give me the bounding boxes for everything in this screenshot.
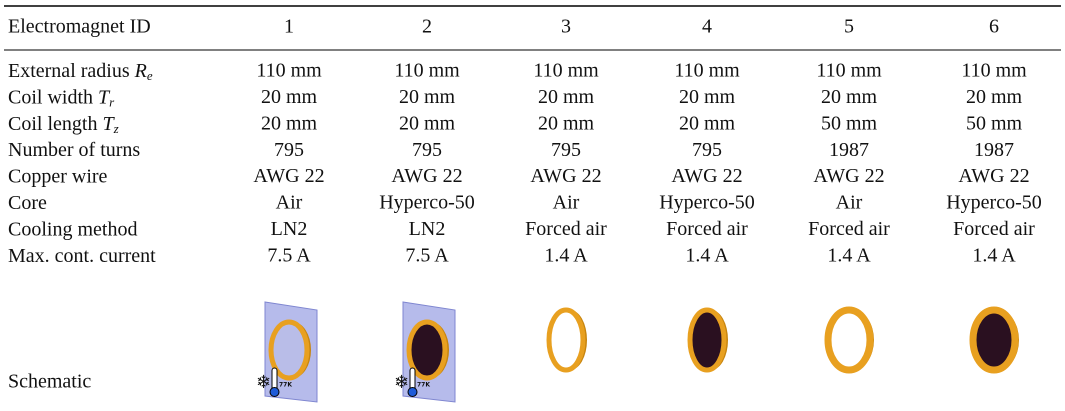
cell: 20 mm [399, 86, 456, 108]
row-label: Max. cont. current [8, 244, 156, 266]
cell: 20 mm [966, 86, 1023, 108]
cell: 110 mm [256, 60, 322, 82]
header-cell: Electromagnet ID [8, 16, 151, 38]
cell: 110 mm [394, 60, 460, 82]
cell: 795 [692, 139, 722, 161]
thermometer [272, 368, 277, 390]
table: Schematic Electromagnet ID 1 2 3 4 5 6 External… [0, 0, 1065, 406]
header-cell: 1 [284, 16, 294, 38]
label-text: Coil length [8, 112, 97, 134]
cell: 1987 [974, 139, 1014, 161]
label-text: Coil width [8, 86, 93, 108]
cell: Forced air [808, 218, 890, 240]
cell: 20 mm [261, 112, 318, 134]
cell: AWG 22 [813, 165, 884, 187]
cell: AWG 22 [530, 165, 601, 187]
snowflake: ❄ [394, 372, 409, 393]
cell: 795 [274, 139, 304, 161]
label-text: Max. cont. current [8, 244, 156, 266]
thermometer-bulb [408, 388, 417, 397]
cell: 20 mm [261, 86, 318, 108]
cell: 7.5 A [267, 244, 311, 266]
cell: 110 mm [533, 60, 599, 82]
label-text: Copper wire [8, 165, 108, 187]
cell: 795 [551, 139, 581, 161]
cell: 1.4 A [827, 244, 871, 266]
label-text: Cooling method [8, 218, 137, 240]
label-text: Core [8, 192, 47, 214]
cell: Forced air [666, 218, 748, 240]
cooling-icon-label: 77K [417, 382, 430, 389]
cell: Forced air [525, 218, 607, 240]
cell: 50 mm [821, 112, 878, 134]
cell: Air [836, 192, 863, 214]
cell: 1987 [829, 139, 869, 161]
schematic-label: Schematic [8, 371, 91, 393]
cooling-icon-label: 77K [279, 382, 292, 389]
cell: Hyperco-50 [379, 192, 475, 214]
cell: 20 mm [538, 112, 595, 134]
cell: 1.4 A [972, 244, 1016, 266]
cell: Air [276, 192, 303, 214]
row-label: Core [8, 192, 47, 214]
cell: AWG 22 [958, 165, 1029, 187]
header-cell: 2 [422, 16, 432, 38]
cell: 1.4 A [685, 244, 729, 266]
label-subscript: e [147, 68, 153, 83]
header-cell: 5 [844, 16, 854, 38]
cell: Air [553, 192, 580, 214]
cell: 20 mm [679, 86, 736, 108]
cell: 20 mm [821, 86, 878, 108]
cell: 50 mm [966, 112, 1023, 134]
cell: 110 mm [674, 60, 740, 82]
label-subscript: z [113, 121, 119, 136]
cell: 110 mm [961, 60, 1027, 82]
thermometer [410, 368, 415, 390]
coil [690, 310, 724, 370]
row-label: Coil length Tz [8, 112, 119, 135]
cell: Hyperco-50 [946, 192, 1042, 214]
cell: 20 mm [399, 112, 456, 134]
cell: AWG 22 [671, 165, 742, 187]
cell: 7.5 A [405, 244, 449, 266]
cell: 795 [412, 139, 442, 161]
row-label: External radius Re [8, 60, 153, 83]
cell: AWG 22 [253, 165, 324, 187]
cell: Hyperco-50 [659, 192, 755, 214]
cell: 110 mm [816, 60, 882, 82]
coil [549, 310, 583, 370]
cell: Forced air [953, 218, 1035, 240]
cell: 1.4 A [544, 244, 588, 266]
row-label: Coil width Tr [8, 86, 115, 109]
row-label: Cooling method [8, 218, 137, 240]
label-symbol: R [134, 60, 147, 82]
label-subscript: r [109, 94, 115, 109]
header-cell: 6 [989, 16, 999, 38]
label-text: External radius [8, 60, 130, 82]
coil [973, 310, 1015, 370]
cell: 20 mm [679, 112, 736, 134]
cell: LN2 [409, 218, 446, 240]
thermometer-bulb [270, 388, 279, 397]
cell: 20 mm [538, 86, 595, 108]
snowflake: ❄ [256, 372, 271, 393]
row-label: Copper wire [8, 165, 108, 187]
coil [828, 310, 870, 370]
cell: AWG 22 [391, 165, 462, 187]
label-text: Number of turns [8, 139, 140, 161]
header-cell: 4 [702, 16, 712, 38]
row-label: Number of turns [8, 139, 140, 161]
cell: LN2 [271, 218, 308, 240]
header-cell: 3 [561, 16, 571, 38]
